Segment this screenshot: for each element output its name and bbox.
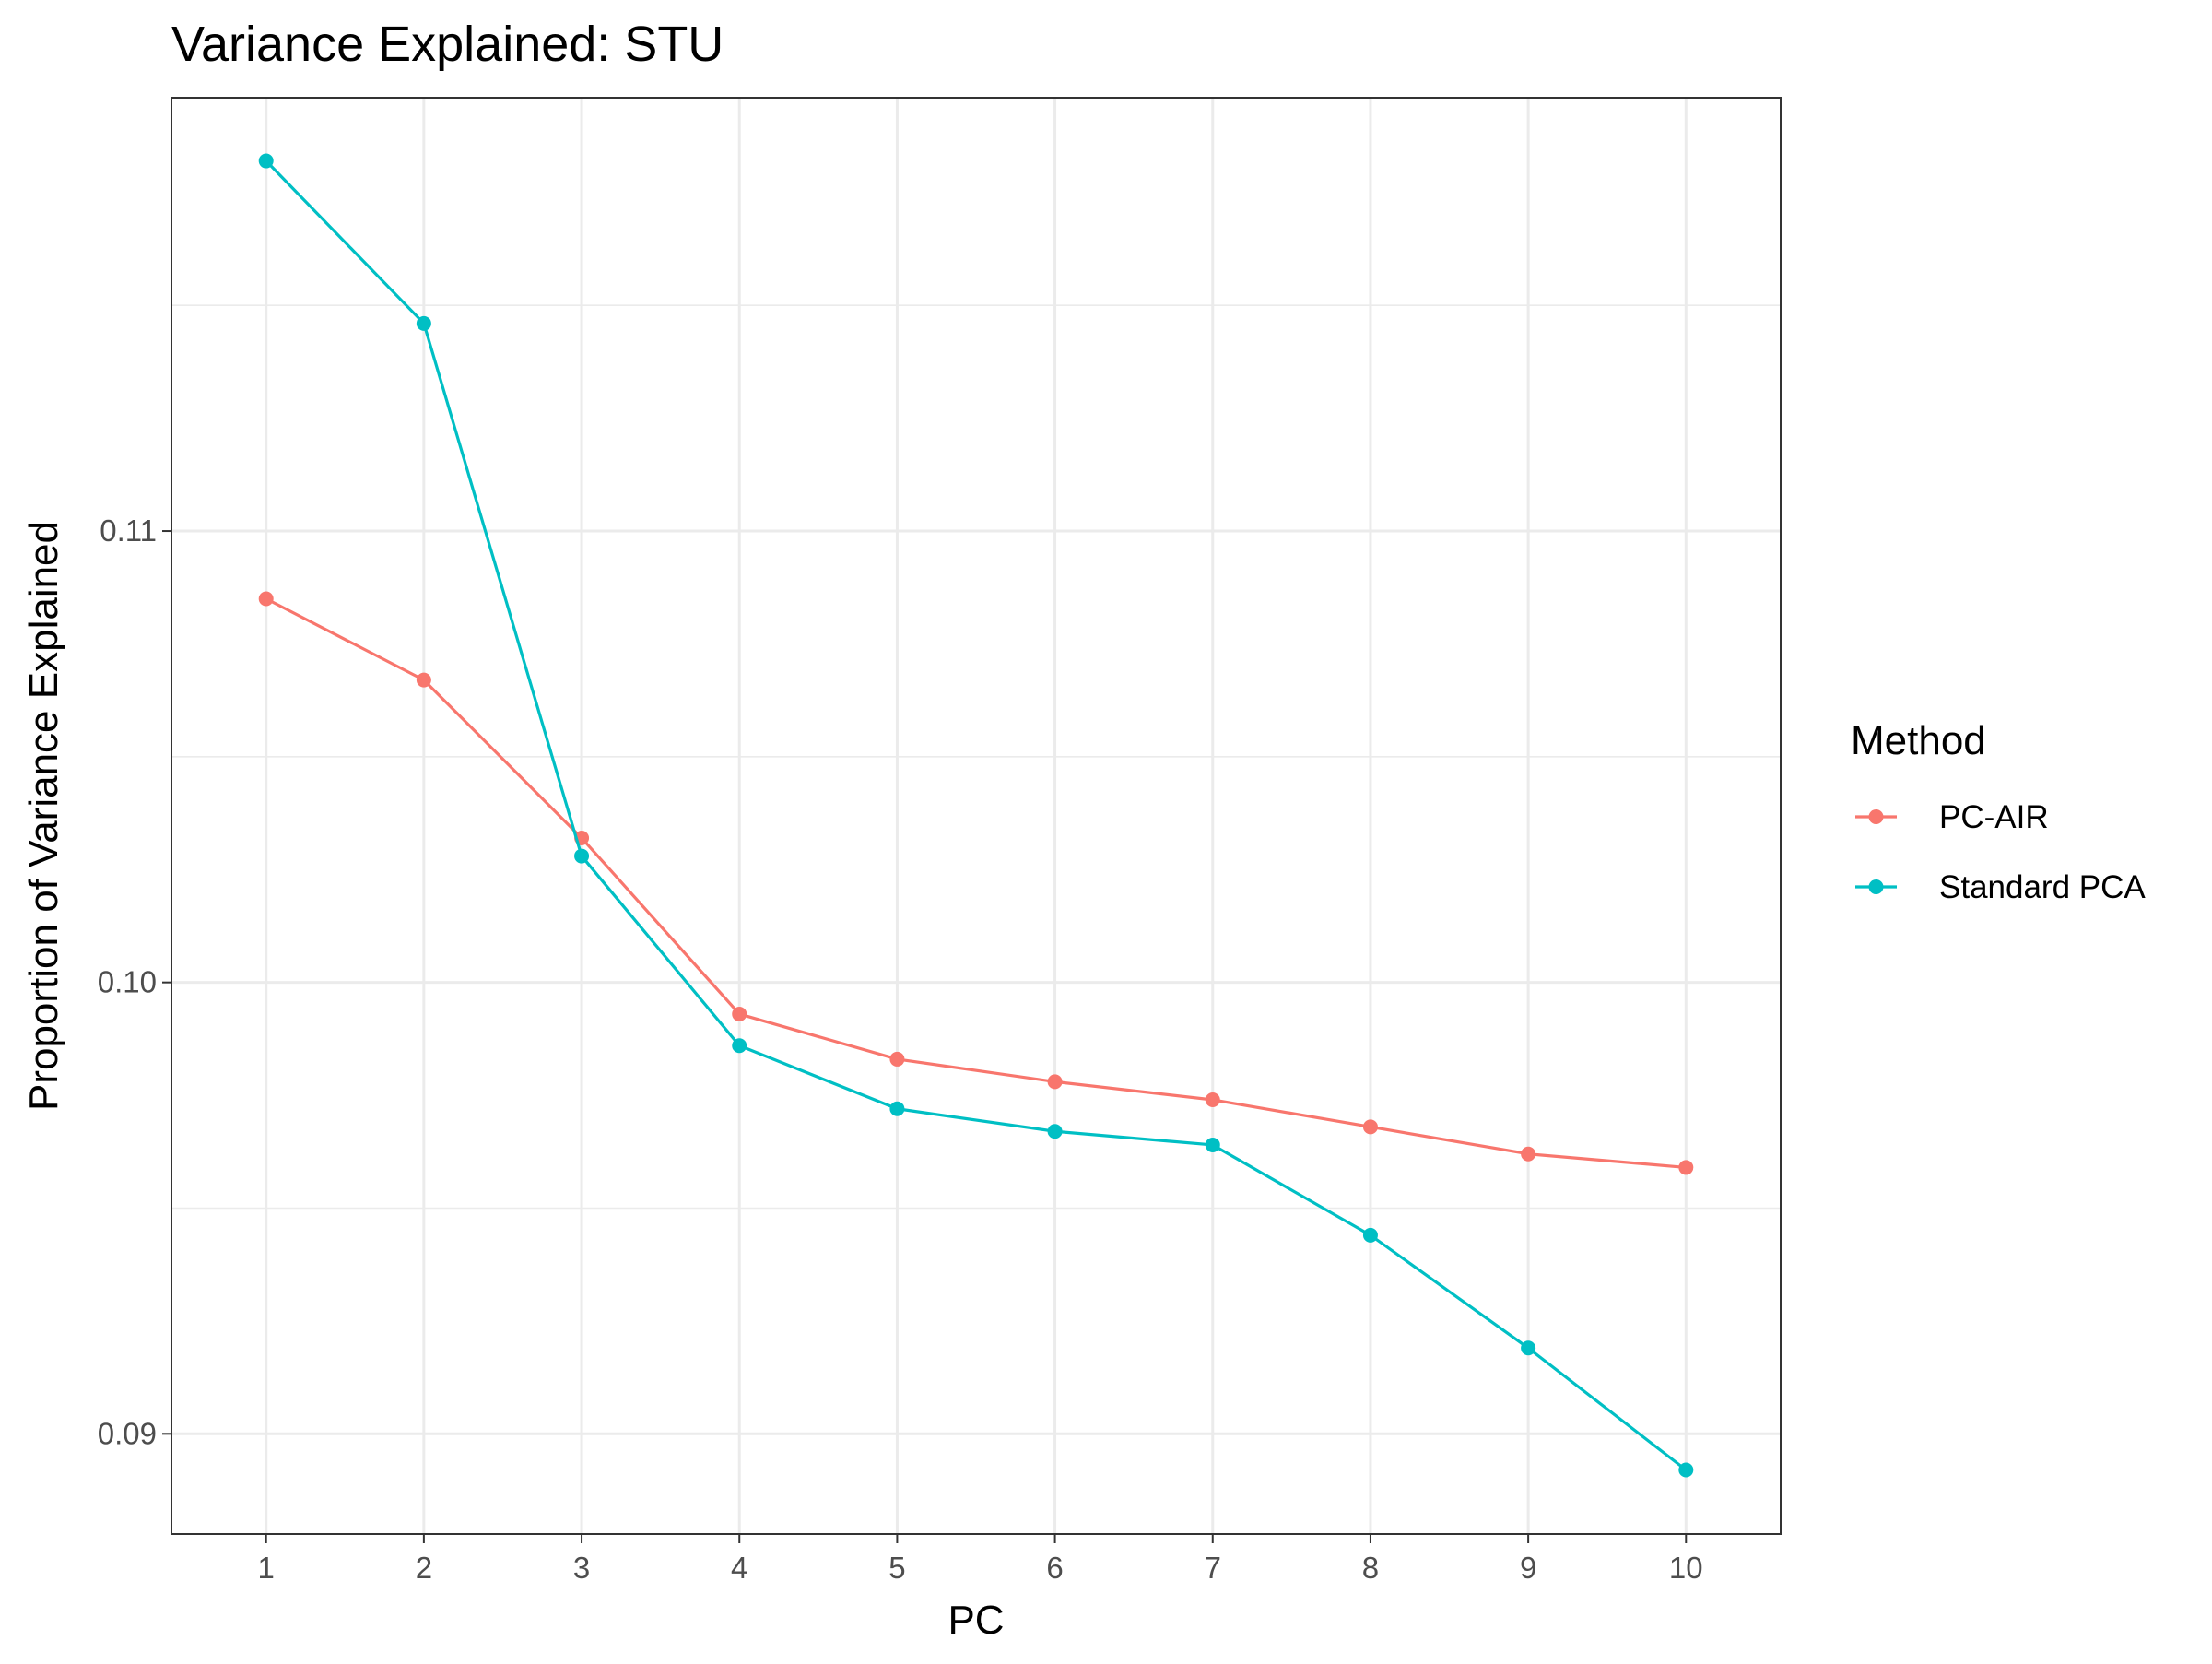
x-tick-label: 6 bbox=[1046, 1551, 1063, 1585]
legend-title: Method bbox=[1851, 718, 1986, 763]
series-line-standard-pca bbox=[265, 159, 1688, 1471]
y-tick-label: 0.10 bbox=[98, 965, 157, 999]
x-tick-label: 3 bbox=[573, 1551, 590, 1585]
legend-label: PC-AIR bbox=[1939, 799, 2049, 835]
data-point-standard-pca bbox=[1362, 1227, 1378, 1243]
legend-key-point bbox=[1868, 879, 1884, 894]
data-point-pc-air bbox=[1362, 1119, 1378, 1135]
x-tick-label: 1 bbox=[258, 1551, 275, 1585]
data-point-pc-air bbox=[1678, 1160, 1694, 1175]
y-axis-title: Proportion of Variance Explained bbox=[21, 521, 66, 1111]
x-tick-label: 4 bbox=[731, 1551, 747, 1585]
data-point-pc-air bbox=[1047, 1074, 1063, 1090]
axes: 0.09 0.10 0.11 1 2 3 4 5 6 7 8 9 10 bbox=[98, 513, 1703, 1585]
legend: Method PC-AIR Standard PCA bbox=[1851, 718, 2146, 905]
data-point-standard-pca bbox=[416, 315, 431, 331]
data-point-pc-air bbox=[1205, 1092, 1220, 1107]
x-tick-label: 8 bbox=[1362, 1551, 1379, 1585]
data-point-pc-air bbox=[1521, 1146, 1536, 1162]
x-axis-title: PC bbox=[947, 1598, 1004, 1643]
legend-item-standard-pca: Standard PCA bbox=[1855, 869, 2146, 905]
x-tick-label: 10 bbox=[1669, 1551, 1703, 1585]
data-point-standard-pca bbox=[1678, 1462, 1694, 1478]
data-point-standard-pca bbox=[1047, 1124, 1063, 1139]
data-point-standard-pca bbox=[258, 153, 274, 169]
data-point-standard-pca bbox=[1205, 1137, 1220, 1152]
series-pc-air bbox=[258, 591, 1694, 1175]
chart-title: Variance Explained: STU bbox=[171, 17, 724, 72]
y-tick-label: 0.11 bbox=[100, 513, 157, 548]
x-tick-label: 7 bbox=[1205, 1551, 1221, 1585]
series-line-pc-air bbox=[265, 597, 1687, 1170]
series-standard-pca bbox=[258, 153, 1694, 1478]
data-point-standard-pca bbox=[732, 1038, 747, 1054]
plot-panel-border bbox=[171, 97, 1782, 1535]
data-point-pc-air bbox=[732, 1006, 747, 1021]
x-tick-label: 5 bbox=[888, 1551, 905, 1585]
x-tick-label: 2 bbox=[416, 1551, 432, 1585]
data-point-standard-pca bbox=[889, 1101, 905, 1116]
series-layer bbox=[258, 153, 1694, 1478]
y-tick-label: 0.09 bbox=[98, 1416, 157, 1450]
legend-label: Standard PCA bbox=[1939, 869, 2146, 905]
data-point-pc-air bbox=[258, 591, 274, 607]
grid bbox=[171, 98, 1781, 1534]
legend-key-point bbox=[1868, 809, 1884, 824]
data-point-standard-pca bbox=[1521, 1340, 1536, 1356]
legend-item-pc-air: PC-AIR bbox=[1855, 799, 2049, 835]
data-point-pc-air bbox=[889, 1051, 905, 1067]
data-point-pc-air bbox=[416, 672, 431, 688]
x-tick-label: 9 bbox=[1520, 1551, 1536, 1585]
data-point-standard-pca bbox=[574, 848, 590, 864]
